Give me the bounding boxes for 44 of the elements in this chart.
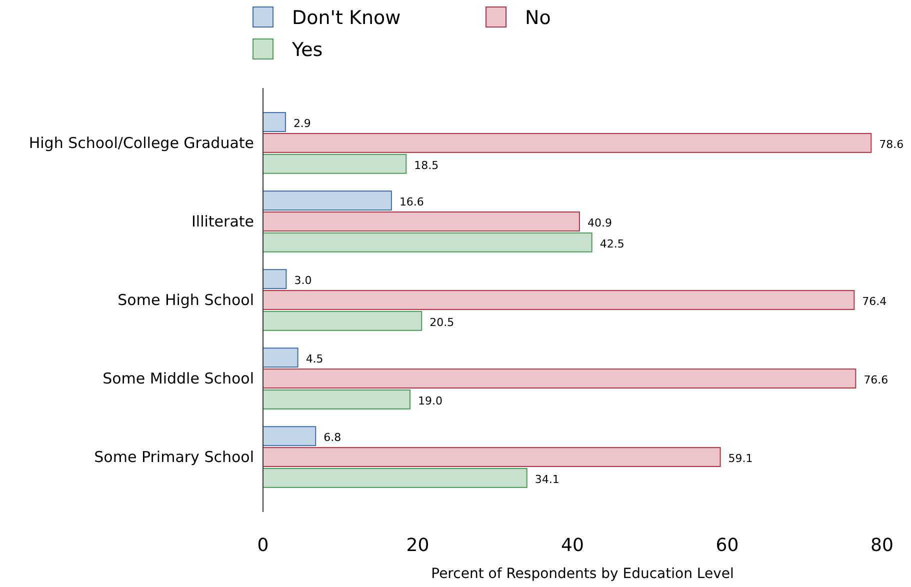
data-label: 20.5: [430, 316, 454, 329]
data-label: 40.9: [587, 216, 612, 230]
bar: [262, 468, 528, 488]
bar: [262, 154, 407, 174]
legend-label: Don't Know: [292, 7, 401, 29]
data-label: 2.9: [293, 117, 311, 130]
bar: [262, 290, 855, 310]
bar: [262, 112, 286, 132]
data-label: 6.8: [324, 431, 342, 444]
y-tick-label: Some Primary School: [94, 448, 254, 466]
data-label: 34.1: [534, 472, 560, 486]
x-tick-label: 80: [870, 535, 894, 556]
x-axis-title: Percent of Respondents by Education Level: [431, 566, 734, 582]
bar: [262, 232, 592, 252]
data-label: 18.5: [414, 158, 439, 172]
bar: [262, 447, 721, 468]
bar: [262, 310, 422, 331]
data-label: 59.1: [728, 452, 753, 466]
bar: [262, 212, 580, 232]
data-label: 16.6: [399, 196, 424, 209]
bar: [262, 389, 411, 410]
bar: [262, 348, 298, 368]
data-label: 78.6: [879, 138, 904, 151]
legend-label: Yes: [291, 39, 323, 61]
data-label: 42.5: [600, 237, 624, 250]
y-tick-label: Some High School: [118, 291, 254, 309]
x-tick-label: 40: [561, 535, 584, 556]
data-label: 4.5: [306, 352, 324, 366]
y-tick-label: Illiterate: [191, 212, 254, 230]
y-tick-label: Some Middle School: [102, 370, 254, 388]
y-tick-label: High School/College Graduate: [28, 134, 254, 152]
bar: [262, 269, 287, 290]
bar: [262, 190, 392, 211]
bar: [262, 426, 316, 446]
data-label: 3.0: [294, 274, 312, 288]
data-label: 76.6: [864, 374, 888, 387]
legend-label: No: [525, 7, 551, 29]
x-tick-label: 20: [406, 535, 430, 556]
bar: [262, 368, 856, 388]
x-tick-label: 60: [716, 535, 739, 556]
bar: [262, 132, 872, 153]
x-tick-label: 0: [257, 535, 269, 556]
data-label: 76.4: [862, 295, 887, 308]
data-label: 19.0: [418, 394, 443, 408]
